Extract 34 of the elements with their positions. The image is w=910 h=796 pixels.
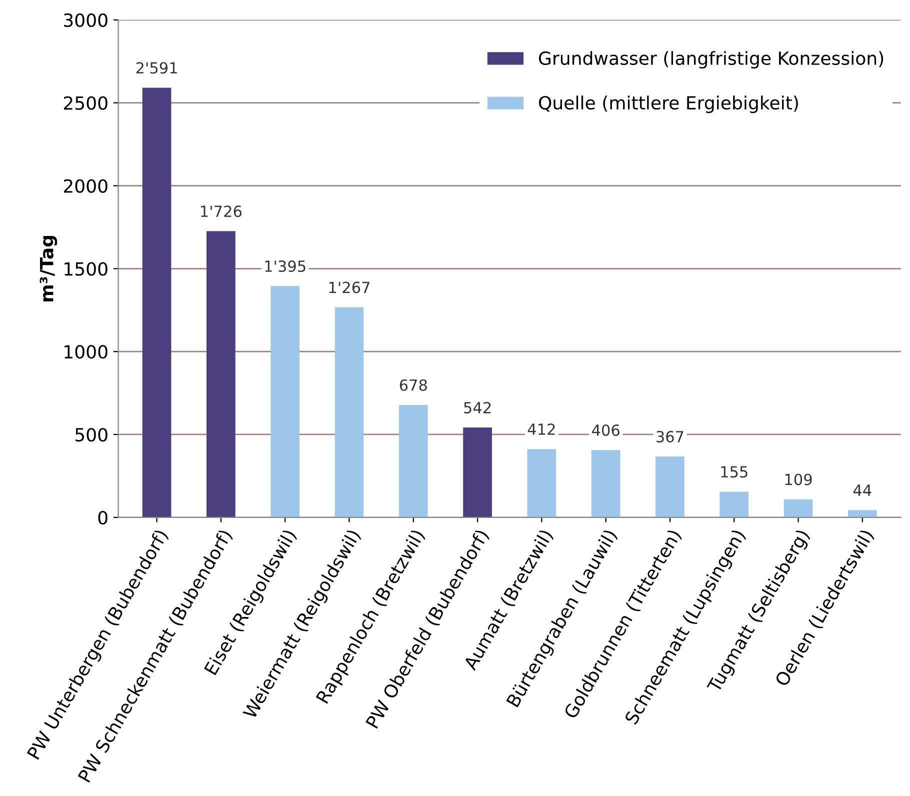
- bar: [656, 456, 684, 518]
- y-tick-label: 1000: [64, 345, 108, 359]
- bar: [142, 88, 172, 518]
- bar: [527, 449, 556, 518]
- y-tick-label: 1500: [64, 262, 108, 276]
- y-tick-label: 2000: [64, 179, 108, 193]
- y-tick-label: 500: [76, 428, 108, 442]
- legend-label: Grundwasser (langfristige Konzession): [538, 51, 884, 69]
- data-label: 678: [400, 379, 427, 391]
- bar: [591, 450, 620, 518]
- bar: [398, 404, 428, 518]
- data-label: 2'591: [136, 62, 177, 74]
- data-label: 1'267: [329, 282, 370, 294]
- y-tick-label: 3000: [64, 13, 108, 28]
- y-tick-label: 2500: [64, 96, 108, 110]
- data-label: 367: [656, 430, 684, 442]
- data-label: 1'726: [201, 206, 242, 218]
- bar: [720, 492, 749, 518]
- data-label: 412: [528, 423, 555, 435]
- data-label: 155: [721, 466, 748, 478]
- data-label: 109: [785, 474, 812, 486]
- bar: [206, 231, 236, 518]
- data-label: 542: [464, 402, 491, 414]
- data-label: 1'395: [265, 260, 306, 272]
- y-axis-title: m³/Tag: [40, 236, 58, 302]
- data-label: 406: [592, 424, 620, 436]
- y-tick-label: 0: [98, 510, 108, 525]
- data-label: 44: [853, 484, 872, 496]
- bar: [848, 510, 877, 518]
- legend-label: Quelle (mittlere Ergiebigkeit): [538, 96, 798, 114]
- bar: [270, 286, 300, 518]
- bar: [334, 307, 364, 518]
- bar: [784, 499, 813, 518]
- bar: [463, 428, 492, 518]
